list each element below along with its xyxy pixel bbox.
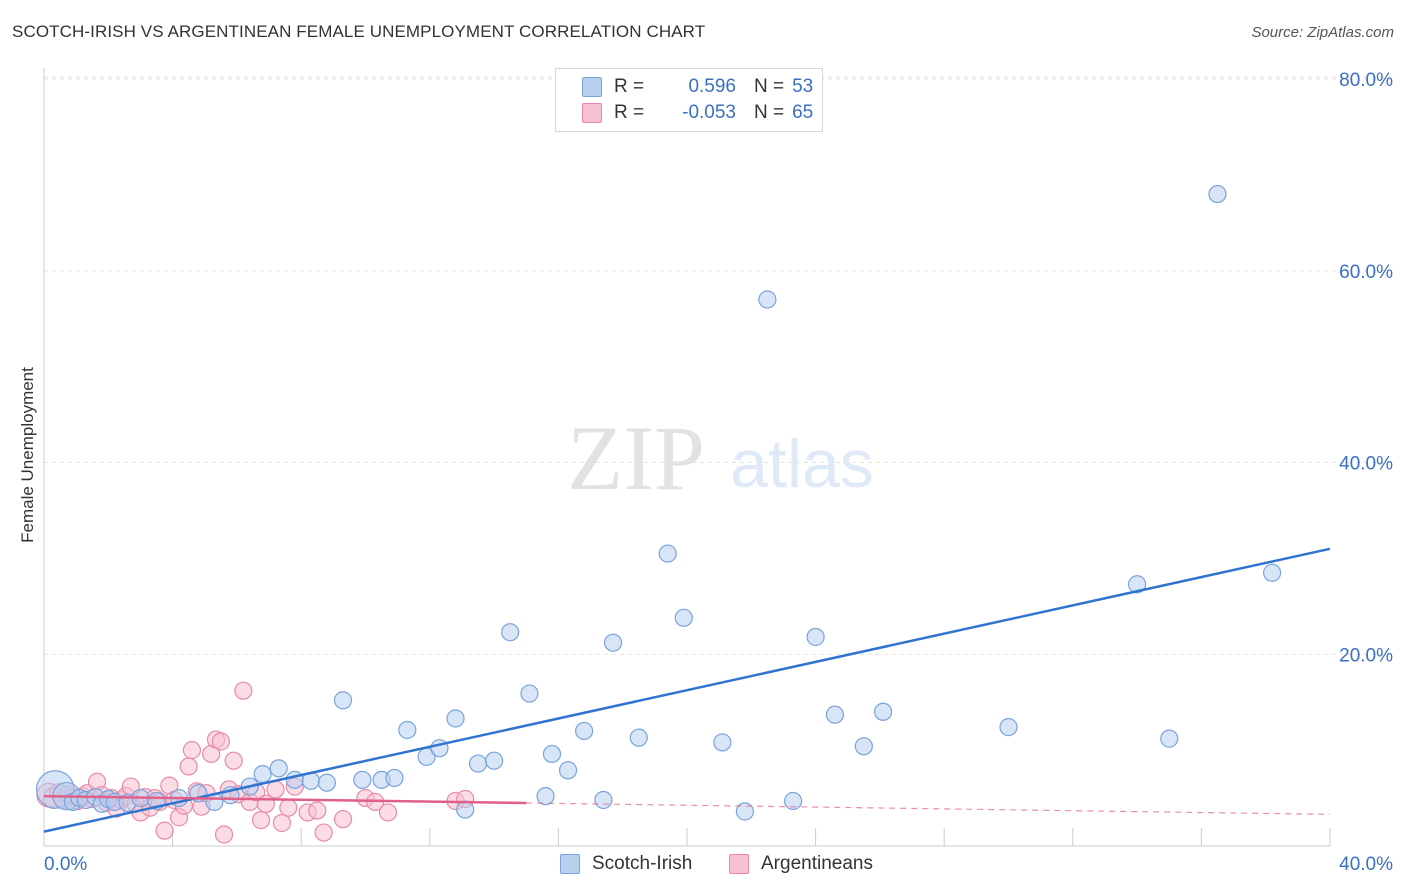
data-point: [501, 623, 520, 642]
x-tick-label-min: 0.0%: [44, 854, 87, 875]
bottom-legend-swatch-blue: [560, 854, 580, 874]
data-point: [398, 720, 417, 740]
scotch-irish-points: [35, 184, 1282, 821]
data-point: [333, 691, 353, 710]
data-point: [314, 823, 333, 842]
bottom-legend-argentineans: Argentineans: [729, 851, 873, 877]
chart-title: SCOTCH-IRISH VS ARGENTINEAN FEMALE UNEMP…: [12, 22, 706, 41]
data-point: [214, 825, 234, 844]
data-point: [854, 737, 873, 756]
data-point: [874, 702, 893, 721]
data-point: [485, 751, 504, 770]
bottom-legend-label: Argentineans: [761, 853, 873, 874]
data-point: [658, 544, 677, 563]
data-point: [353, 770, 372, 789]
legend-n-label: N =: [754, 102, 785, 123]
data-point: [251, 811, 271, 830]
data-point: [468, 754, 488, 773]
data-point: [536, 787, 555, 806]
correlation-legend: R = 0.596 N = 53 R = -0.053 N = 65: [555, 68, 823, 132]
data-point: [179, 757, 198, 776]
legend-row-argentineans: R = -0.053 N = 65: [556, 100, 813, 126]
data-point: [446, 709, 465, 728]
data-point: [279, 798, 298, 817]
data-point: [385, 768, 404, 788]
data-point: [224, 751, 243, 770]
data-point: [1127, 575, 1147, 594]
legend-n-value: 65: [792, 102, 814, 123]
data-point: [806, 627, 825, 647]
y-tick-label: 80.0%: [1339, 70, 1393, 91]
y-tick-label: 40.0%: [1339, 454, 1393, 475]
legend-swatch-pink: [582, 103, 602, 123]
data-point: [558, 761, 578, 780]
data-point: [253, 764, 272, 784]
legend-r-value: -0.053: [682, 102, 736, 123]
legend-r-label: R =: [614, 76, 645, 97]
tick-labels: 20.0% 40.0% 60.0% 80.0% 0.0% 40.0%: [44, 70, 1393, 875]
data-point: [783, 791, 803, 811]
data-point: [674, 608, 693, 627]
data-point: [520, 684, 539, 703]
watermark-zip: ZIP: [567, 407, 705, 509]
y-tick-label: 20.0%: [1339, 645, 1393, 666]
data-point: [1160, 729, 1179, 748]
data-point: [825, 705, 844, 724]
bottom-legend-label: Scotch-Irish: [592, 853, 693, 874]
data-point: [542, 744, 562, 764]
data-point: [272, 813, 292, 833]
data-point: [1208, 184, 1227, 204]
data-point: [333, 810, 353, 829]
trend-lines: [43, 547, 1331, 833]
legend-swatch-blue: [582, 77, 602, 97]
data-point: [155, 821, 174, 840]
trend-line-scotch-irish: [43, 547, 1331, 833]
legend-r-label: R =: [614, 102, 645, 123]
data-point: [594, 790, 613, 810]
data-point: [735, 802, 754, 821]
legend-row-scotch-irish: R = 0.596 N = 53: [556, 74, 813, 100]
data-point: [269, 759, 288, 778]
bottom-legend-swatch-pink: [729, 854, 749, 874]
data-point: [1263, 563, 1282, 582]
data-point: [456, 800, 475, 819]
data-point: [603, 633, 623, 652]
data-point: [758, 290, 777, 309]
legend-n-value: 53: [792, 76, 814, 97]
data-point: [256, 794, 275, 813]
watermark-atlas: atlas: [730, 426, 874, 502]
data-point: [211, 732, 230, 751]
gridlines: [44, 76, 1392, 655]
y-tick-label: 60.0%: [1339, 262, 1393, 283]
x-tick-label-max: 40.0%: [1339, 854, 1393, 875]
data-point: [234, 681, 253, 700]
data-point: [182, 741, 201, 760]
data-point: [317, 773, 337, 792]
trend-line-argentineans: [43, 794, 527, 805]
data-point: [713, 733, 732, 752]
bottom-legend-scotch-irish: Scotch-Irish: [560, 851, 692, 877]
watermark: ZIP atlas: [567, 407, 874, 509]
data-point: [378, 803, 398, 822]
data-point: [266, 780, 285, 799]
legend-r-value: 0.596: [688, 76, 736, 97]
legend-n-label: N =: [754, 76, 785, 97]
trend-line-argentineans-extrapolated: [526, 802, 1331, 815]
data-point: [575, 721, 594, 741]
data-point: [308, 801, 327, 820]
data-point: [629, 728, 648, 747]
source-label: Source: ZipAtlas.com: [1251, 24, 1394, 41]
data-point: [999, 718, 1018, 737]
